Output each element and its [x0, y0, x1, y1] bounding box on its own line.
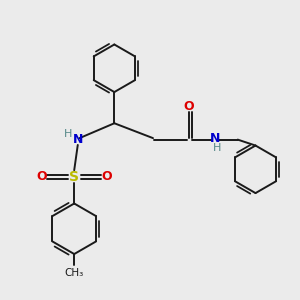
Text: H: H [213, 142, 221, 153]
Text: CH₃: CH₃ [64, 268, 84, 278]
Text: N: N [210, 132, 220, 145]
Text: H: H [64, 129, 72, 139]
Text: O: O [102, 170, 112, 183]
Text: S: S [69, 170, 79, 184]
Text: O: O [36, 170, 47, 183]
Text: N: N [73, 133, 83, 146]
Text: O: O [183, 100, 194, 113]
